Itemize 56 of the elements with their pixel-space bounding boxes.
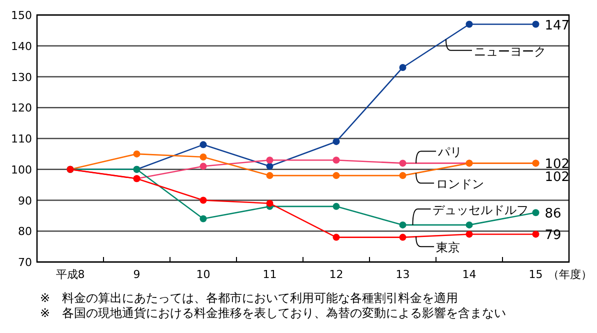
point xyxy=(466,221,473,228)
xtick: 10 xyxy=(196,268,210,281)
xtick: 13 xyxy=(396,268,410,281)
ytick: 120 xyxy=(11,102,32,115)
series-name: ニューヨーク xyxy=(474,44,546,58)
point xyxy=(399,221,406,228)
point xyxy=(200,162,207,170)
point xyxy=(266,156,274,164)
ytick: 80 xyxy=(18,225,32,238)
point xyxy=(399,234,406,241)
point xyxy=(466,20,473,28)
point xyxy=(266,162,274,170)
value-label: 102 xyxy=(544,170,570,186)
xtick: 平成8 xyxy=(56,268,85,281)
point xyxy=(399,172,406,180)
value-label: 147 xyxy=(544,18,570,34)
series-name: 東京 xyxy=(436,240,460,255)
point xyxy=(532,230,540,238)
point xyxy=(332,156,340,164)
point xyxy=(532,20,540,28)
xtick: 15 xyxy=(528,268,543,281)
point xyxy=(332,138,340,146)
point xyxy=(332,172,340,180)
point xyxy=(200,154,207,161)
xtick: 12 xyxy=(329,268,344,281)
xtick: 11 xyxy=(262,268,277,281)
ytick: 70 xyxy=(18,256,32,269)
series-name: ロンドン xyxy=(436,177,484,192)
series-name: デュッセルドルフ xyxy=(432,202,529,217)
xlabel: （年度） xyxy=(548,268,592,281)
xtick: 9 xyxy=(133,268,140,281)
point xyxy=(399,160,406,167)
point xyxy=(332,234,340,241)
annotation: ※ 各国の現地通貨における料金推移を表しており、為替の変動による影響を含まない xyxy=(40,306,506,320)
value-label: 102 xyxy=(544,157,570,172)
point xyxy=(200,196,207,204)
ytick: 140 xyxy=(11,40,32,53)
point xyxy=(466,230,473,238)
point xyxy=(266,200,274,207)
ytick: 150 xyxy=(11,9,32,22)
ytick: 90 xyxy=(18,194,32,208)
point xyxy=(332,202,340,210)
annotation: ※ 料金の算出にあたっては、各都市において利用可能な各種割引料金を適用 xyxy=(40,291,458,305)
point xyxy=(399,64,406,71)
point xyxy=(266,172,274,180)
value-label: 86 xyxy=(544,206,562,222)
value-label: 79 xyxy=(544,228,562,244)
xtick: 14 xyxy=(462,268,476,281)
point xyxy=(200,141,207,148)
ytick: 110 xyxy=(11,132,32,146)
point xyxy=(532,209,540,216)
point xyxy=(200,215,207,222)
ytick: 100 xyxy=(11,163,32,176)
ytick: 130 xyxy=(11,70,32,84)
series-name: パリ xyxy=(438,145,462,160)
point xyxy=(133,150,140,158)
